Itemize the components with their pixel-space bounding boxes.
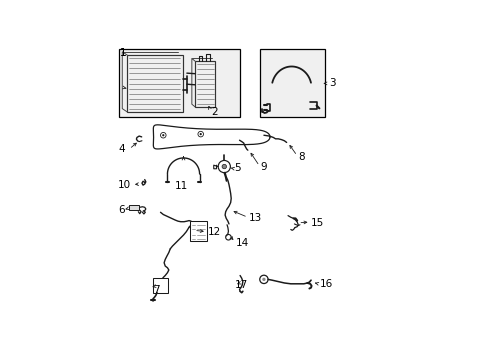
Text: 1: 1 [120,48,126,58]
Text: 12: 12 [207,227,220,237]
Circle shape [262,278,265,281]
Text: 2: 2 [211,107,218,117]
Text: 5: 5 [233,163,240,174]
Text: 1: 1 [120,48,126,58]
Text: 15: 15 [310,217,324,228]
Text: 13: 13 [249,213,262,224]
Text: 3: 3 [328,78,335,89]
Text: 8: 8 [298,152,305,162]
FancyBboxPatch shape [190,221,206,242]
Text: 17: 17 [235,280,248,290]
Circle shape [162,134,164,136]
Text: 16: 16 [319,279,332,289]
FancyBboxPatch shape [119,49,239,117]
Text: 6: 6 [118,205,124,215]
FancyBboxPatch shape [128,204,139,210]
Circle shape [199,133,202,135]
Text: 7: 7 [153,285,160,296]
Text: 10: 10 [118,180,131,190]
Text: 14: 14 [236,238,249,248]
Circle shape [222,164,226,169]
FancyBboxPatch shape [260,49,325,117]
Text: 4: 4 [118,144,124,154]
FancyBboxPatch shape [153,278,168,293]
Text: 11: 11 [175,181,188,191]
Text: 9: 9 [260,162,266,172]
